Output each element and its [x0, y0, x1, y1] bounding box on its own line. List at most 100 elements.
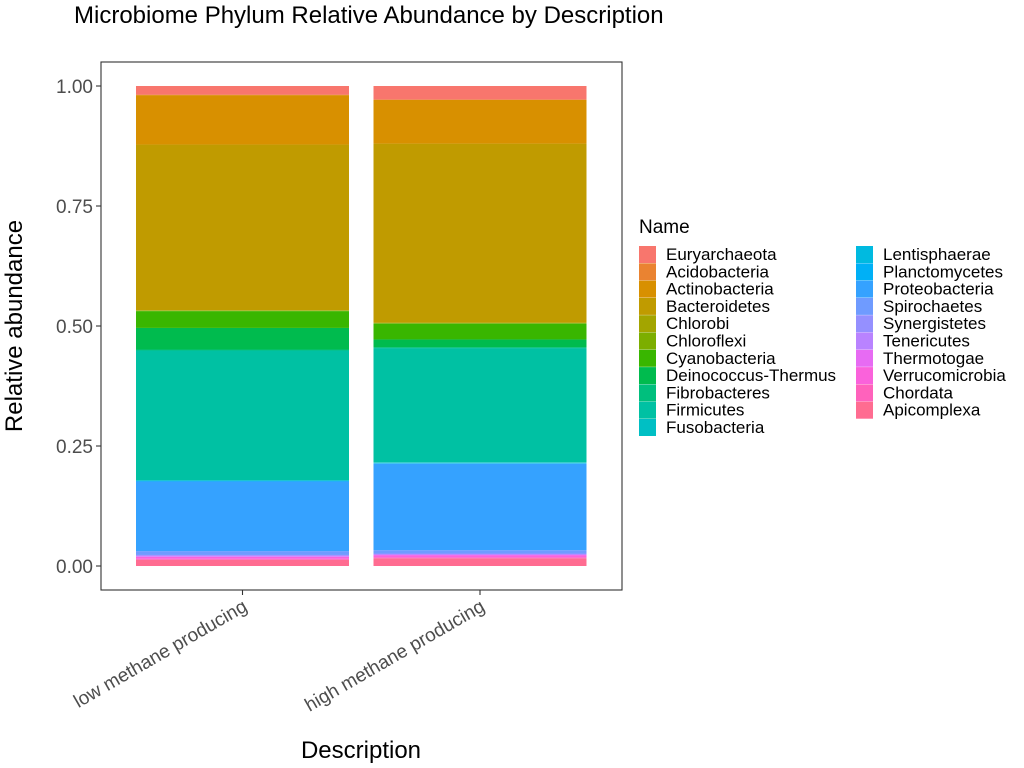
bar-segment — [136, 350, 349, 481]
legend-label: Bacteroidetes — [666, 297, 770, 316]
bar-segment — [373, 347, 587, 349]
bar-segment — [136, 556, 349, 559]
bar-segment — [373, 339, 587, 348]
y-tick-label: 0.75 — [56, 197, 93, 218]
chart-title: Microbiome Phylum Relative Abundance by … — [74, 2, 664, 29]
legend-item: Cyanobacteria — [639, 349, 776, 368]
legend-item: Spirochaetes — [856, 297, 982, 316]
legend-label: Chloroflexi — [666, 332, 746, 351]
legend-item: Planctomycetes — [856, 262, 1003, 281]
bar-segment — [136, 327, 349, 350]
legend-item: Acidobacteria — [639, 262, 770, 281]
legend-label: Lentisphaerae — [883, 245, 991, 264]
legend-swatch — [639, 384, 656, 402]
legend-title: Name — [639, 217, 690, 238]
legend-label: Verrucomicrobia — [883, 366, 1006, 385]
legend-swatch — [856, 367, 873, 385]
bar-segment — [373, 463, 587, 551]
legend-item: Euryarchaeota — [639, 245, 777, 264]
legend-label: Fusobacteria — [666, 418, 765, 437]
legend-label: Chlorobi — [666, 314, 729, 333]
legend-item: Chordata — [856, 383, 953, 402]
bar-stack — [373, 86, 587, 566]
legend-item: Fusobacteria — [639, 418, 765, 437]
bar-segment — [373, 99, 587, 144]
legend-item: Synergistetes — [856, 314, 986, 333]
y-axis-title: Relative abundance — [1, 220, 28, 432]
bar-segment — [373, 323, 587, 340]
legend-label: Fibrobacteres — [666, 383, 770, 402]
x-tick-label: low methane producing — [70, 596, 251, 712]
legend-swatch — [639, 367, 656, 385]
legend-item: Thermotogae — [856, 349, 984, 368]
bar-segment — [373, 557, 587, 559]
legend-swatch — [856, 297, 873, 315]
bar-segment — [373, 348, 587, 463]
legend-swatch — [639, 246, 656, 263]
bar-segment — [373, 86, 587, 100]
y-tick-label: 1.00 — [56, 77, 93, 98]
bar-segment — [136, 311, 349, 328]
legend-item: Tenericutes — [856, 332, 970, 351]
bar-segment — [136, 86, 349, 95]
x-tick-label: high methane producing — [301, 596, 488, 716]
legend-item: Chlorobi — [639, 314, 729, 333]
legend-swatch — [856, 401, 873, 419]
legend: Name EuryarchaeotaAcidobacteriaActinobac… — [639, 217, 1006, 437]
bar-segment — [136, 559, 349, 566]
legend-item: Fibrobacteres — [639, 383, 770, 402]
bar-segment — [136, 555, 349, 557]
legend-item: Firmicutes — [639, 401, 744, 420]
legend-swatch — [639, 401, 656, 419]
legend-label: Actinobacteria — [666, 280, 774, 299]
legend-swatch — [856, 280, 873, 298]
legend-label: Deinococcus-Thermus — [666, 366, 836, 385]
bar-segment — [136, 551, 349, 555]
bar-segment — [136, 349, 349, 351]
bar-segment — [136, 144, 349, 311]
legend-item: Bacteroidetes — [639, 297, 770, 316]
legend-swatch — [639, 419, 656, 436]
bar-segment — [373, 550, 587, 554]
plot-area — [136, 86, 587, 566]
legend-label: Thermotogae — [883, 349, 984, 368]
legend-item: Apicomplexa — [856, 401, 981, 420]
x-axis-title: Description — [301, 737, 421, 764]
legend-swatch — [639, 280, 656, 298]
legend-swatch — [856, 315, 873, 333]
y-tick-label: 0.50 — [56, 317, 93, 338]
legend-label: Acidobacteria — [666, 262, 770, 281]
bar-stack — [136, 86, 349, 566]
legend-item: Verrucomicrobia — [856, 366, 1006, 385]
legend-label: Planctomycetes — [883, 262, 1003, 281]
bar-segment — [373, 555, 587, 558]
bar-segment — [136, 481, 349, 552]
legend-label: Spirochaetes — [883, 297, 982, 316]
legend-swatch — [856, 263, 873, 281]
bar-segment — [373, 554, 587, 555]
legend-swatch — [856, 349, 873, 367]
y-tick-label: 0.00 — [56, 557, 93, 578]
legend-swatch — [639, 332, 656, 350]
legend-swatch — [856, 246, 873, 263]
legend-item: Lentisphaerae — [856, 245, 991, 264]
x-axis: low methane producing high methane produc… — [70, 590, 489, 716]
bar-segment — [136, 95, 349, 145]
legend-item: Actinobacteria — [639, 280, 774, 299]
legend-label: Cyanobacteria — [666, 349, 776, 368]
legend-swatch — [639, 263, 656, 281]
legend-label: Synergistetes — [883, 314, 986, 333]
legend-item: Chloroflexi — [639, 332, 746, 351]
legend-swatch — [639, 297, 656, 315]
bar-segment — [373, 143, 587, 323]
y-axis: 0.00 0.25 0.50 0.75 1.00 — [56, 77, 101, 578]
bar-segment — [373, 558, 587, 566]
legend-label: Euryarchaeota — [666, 245, 777, 264]
y-tick-label: 0.25 — [56, 437, 93, 458]
legend-item: Proteobacteria — [856, 280, 994, 299]
legend-swatch — [639, 349, 656, 367]
legend-swatch — [639, 315, 656, 333]
legend-label: Proteobacteria — [883, 280, 994, 299]
legend-item: Deinococcus-Thermus — [639, 366, 836, 385]
